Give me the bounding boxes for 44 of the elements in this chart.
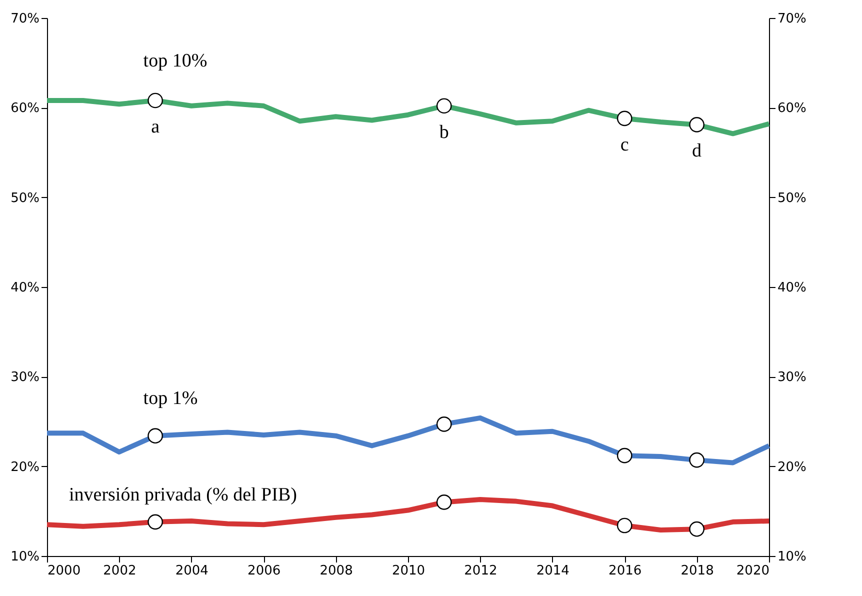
y2-tick-label: 20% [778, 460, 806, 475]
series-label: top 10% [143, 50, 208, 72]
x-tick-label: 2018 [680, 564, 714, 578]
point [616, 518, 632, 534]
point [616, 110, 632, 126]
annotation: a [151, 116, 160, 138]
y2-tick-label: 70% [778, 12, 806, 26]
point [436, 98, 452, 114]
point [689, 521, 704, 537]
y2-tick-label: 30% [778, 370, 806, 386]
point [148, 514, 163, 530]
x-tick-label: 2014 [536, 564, 570, 578]
point [436, 416, 452, 432]
point [689, 452, 704, 468]
x-tick-label: 2016 [608, 564, 642, 578]
point [436, 494, 452, 510]
y-tick-label: 70% [10, 12, 40, 26]
point [148, 92, 163, 108]
annotation: d [692, 140, 702, 162]
x-tick-label: 2020 [736, 564, 770, 578]
y-tick-label: 40% [10, 280, 40, 296]
annotation: b [439, 122, 449, 143]
y2-tick-label: 50% [778, 190, 806, 206]
x-tick-label: 2002 [103, 564, 136, 578]
y2-tick-label: 40% [778, 280, 806, 296]
point [616, 448, 632, 464]
x-tick-label: 2000 [48, 564, 81, 578]
series-label: inversión privada (% del PIB) [69, 484, 297, 506]
y-tick-label: 60% [10, 101, 40, 116]
y2-tick-label: 10% [778, 550, 806, 564]
point [148, 428, 163, 444]
annotation: c [620, 134, 629, 156]
x-tick-label: 2010 [392, 564, 426, 578]
y-tick-label: 20% [10, 460, 40, 475]
series-label: top 1% [143, 388, 198, 409]
x-tick-label: 2004 [175, 564, 208, 578]
y-tick-label: 30% [10, 370, 40, 386]
x-tick-label: 2008 [320, 564, 353, 578]
x-tick-label: 2006 [248, 564, 281, 578]
y-tick-label: 10% [10, 550, 40, 564]
y-tick-label: 50% [10, 190, 40, 206]
x-tick-label: 2012 [464, 564, 498, 578]
point [689, 117, 704, 132]
y2-tick-label: 60% [778, 101, 806, 116]
